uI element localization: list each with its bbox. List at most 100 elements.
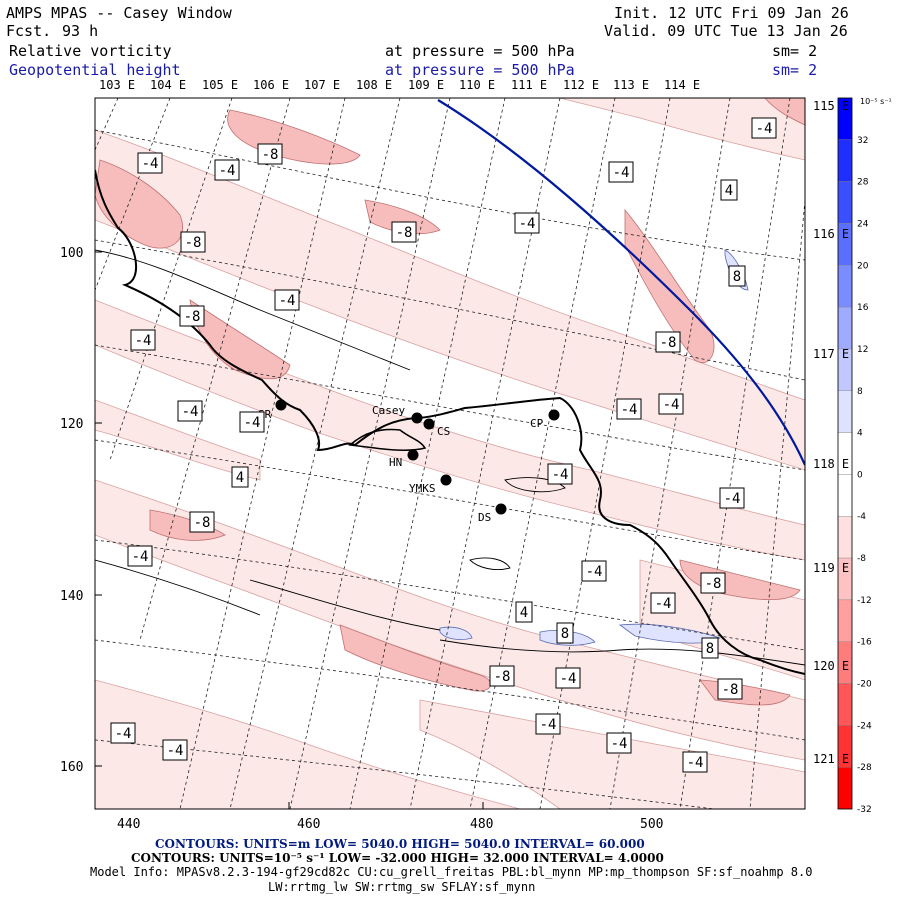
colorbar-segment [837, 139, 853, 182]
svg-text:-4: -4 [540, 717, 557, 733]
station-ds-marker [495, 503, 507, 515]
colorbar-segment [837, 766, 853, 810]
svg-text:-8: -8 [396, 225, 413, 241]
map-title: AMPS MPAS -- Casey Window [6, 4, 232, 22]
contour-label: -4 [214, 159, 240, 181]
footer-model-info-2: LW:rrtmg_lw SW:rrtmg_sw SFLAY:sf_mynn [268, 880, 536, 894]
contour-label: -4 [547, 463, 573, 485]
contour-label: 8 [728, 265, 746, 287]
station-casey-marker [411, 412, 423, 424]
contour-label: -4 [719, 487, 745, 509]
colorbar: 10⁻⁵ s⁻¹ 32 28 24 20 16 12 8 4 0 -4 -8 -12 -16 -20 -24 -… [837, 97, 892, 815]
right-lon-label: 116 E [813, 227, 849, 241]
contour-label: 4 [720, 179, 738, 201]
x-tick-480: 480 [470, 817, 493, 832]
svg-text:-4: -4 [142, 156, 159, 172]
colorbar-segment [837, 265, 853, 308]
svg-text:-4: -4 [613, 165, 630, 181]
colorbar-label: -32 [857, 805, 872, 815]
contour-label: -4 [608, 161, 634, 183]
svg-text:-4: -4 [655, 596, 672, 612]
contour-label: 4 [515, 601, 533, 623]
top-lon-label: 114 E [664, 78, 700, 92]
right-lon-label: 118 E [813, 457, 849, 471]
svg-text:-4: -4 [560, 671, 577, 687]
contour-label: -8 [717, 678, 743, 700]
contour-label: -4 [581, 560, 607, 582]
svg-text:8: 8 [733, 269, 741, 285]
svg-text:4: 4 [725, 183, 733, 199]
svg-text:-4: -4 [244, 415, 261, 431]
right-lon-label: 121 E [813, 752, 849, 766]
svg-text:-4: -4 [519, 216, 536, 232]
fcst-label: Fcst. [6, 22, 52, 40]
svg-text:-4: -4 [687, 755, 704, 771]
colorbar-label: 20 [857, 261, 869, 271]
colorbar-label: 4 [857, 429, 863, 439]
contour-label: -4 [606, 732, 632, 754]
station-hn-marker [407, 449, 419, 461]
svg-text:4: 4 [236, 470, 244, 486]
contour-label: -4 [535, 713, 561, 735]
x-tick-460: 460 [297, 817, 320, 832]
contour-label: -8 [489, 665, 515, 687]
contour-label: -4 [137, 152, 163, 174]
station-cp-marker [548, 409, 560, 421]
colorbar-label: 28 [857, 178, 869, 188]
station-ds-label: DS [478, 511, 491, 524]
fcst-value: 93 h [62, 22, 99, 40]
station-casey-label: Casey [372, 404, 405, 417]
contour-label: -4 [682, 751, 708, 773]
contour-label: -4 [514, 212, 540, 234]
svg-text:-4: -4 [167, 743, 184, 759]
smoothing1: sm= 2 [772, 42, 818, 60]
colorbar-unit: 10⁻⁵ s⁻¹ [860, 97, 892, 106]
svg-text:-4: -4 [279, 293, 296, 309]
svg-text:-4: -4 [724, 491, 741, 507]
svg-text:-8: -8 [705, 576, 722, 592]
svg-text:-8: -8 [194, 515, 211, 531]
contour-label: -4 [274, 289, 300, 311]
svg-text:-8: -8 [185, 235, 202, 251]
top-lon-label: 111 E [511, 78, 547, 92]
top-lon-label: 112 E [563, 78, 599, 92]
contour-label: -4 [555, 667, 581, 689]
y-tick-100: 100 [60, 246, 83, 261]
contour-label: -8 [189, 511, 215, 533]
station-sr-marker [275, 399, 287, 411]
colorbar-segment [837, 306, 853, 350]
footer-model-info: Model Info: MPASv8.2.3-194-gf29cd82c CU:… [90, 865, 813, 879]
station-cp-label: CP [530, 417, 544, 430]
colorbar-segment [837, 474, 853, 517]
colorbar-segment [837, 516, 853, 559]
top-lon-label: 106 E [253, 78, 289, 92]
svg-text:8: 8 [561, 626, 569, 642]
colorbar-label: -12 [857, 596, 872, 606]
top-lon-label: 105 E [202, 78, 238, 92]
contour-label: -8 [655, 331, 681, 353]
colorbar-label: 8 [857, 387, 863, 397]
colorbar-label: -28 [857, 763, 872, 773]
svg-text:-4: -4 [182, 404, 199, 420]
contour-label: -8 [179, 305, 205, 327]
top-lon-label: 104 E [150, 78, 186, 92]
right-lon-label: 115 E [813, 99, 849, 113]
contour-label: -4 [650, 592, 676, 614]
colorbar-label: 32 [857, 136, 868, 146]
svg-text:-8: -8 [184, 309, 201, 325]
svg-text:-4: -4 [611, 736, 628, 752]
station-cs-marker [423, 418, 435, 430]
svg-text:-4: -4 [115, 726, 132, 742]
colorbar-segment [837, 599, 853, 642]
svg-text:-8: -8 [262, 147, 279, 163]
field1-name: Relative vorticity [9, 42, 172, 60]
colorbar-label: 12 [857, 345, 868, 355]
contour-label: -8 [391, 221, 417, 243]
colorbar-label: -20 [857, 680, 872, 690]
top-lon-label: 113 E [613, 78, 649, 92]
svg-text:-4: -4 [621, 402, 638, 418]
field2-name: Geopotential height [9, 61, 181, 79]
pressure1: at pressure = 500 hPa [385, 42, 575, 60]
station-ymks-label: YMKS [409, 482, 436, 495]
colorbar-label: -4 [857, 512, 866, 522]
